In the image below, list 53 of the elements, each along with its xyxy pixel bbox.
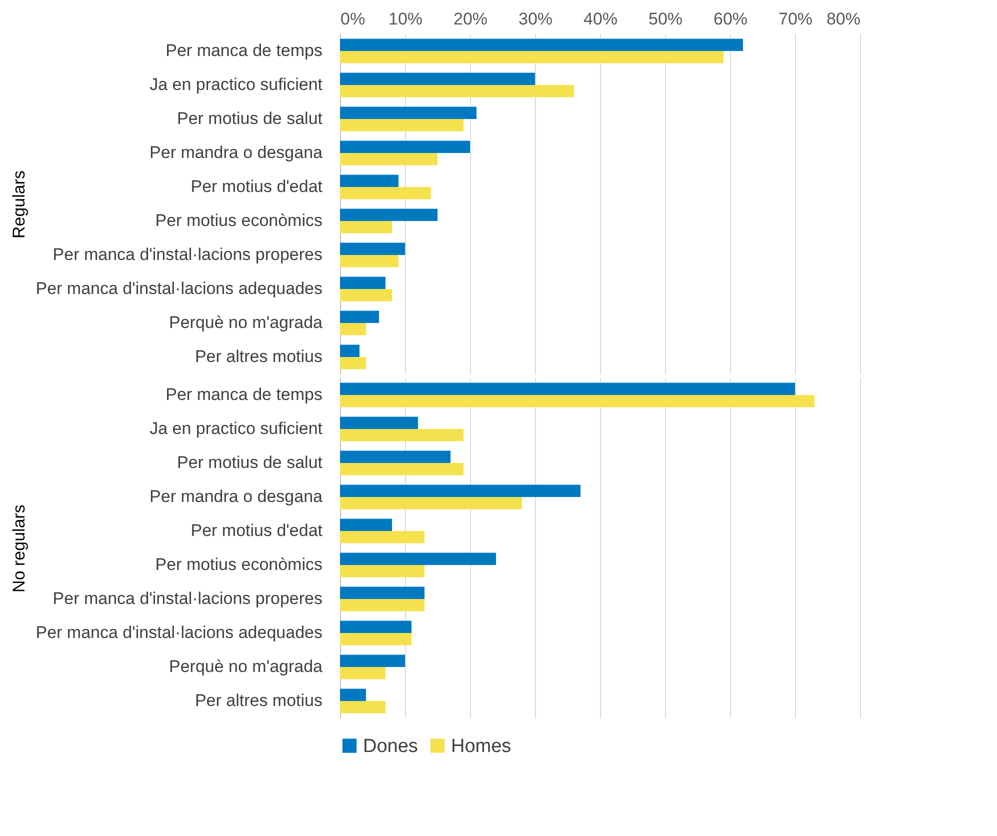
bar [340,395,814,408]
bar [340,531,424,544]
y-tick-label: Per motius econòmics [155,211,322,230]
y-tick-label: Per motius d'edat [190,521,323,540]
y-tick-label: Per mandra o desgana [150,487,324,506]
y-tick-label: Per mandra o desgana [150,143,324,162]
bar [340,497,522,510]
bar [340,586,424,599]
bar [340,688,366,701]
legend-label: Homes [451,736,512,757]
y-tick-label: Per altres motius [194,691,322,710]
y-tick-label: Per altres motius [194,347,322,366]
y-tick-label: Ja en practico suficient [150,419,323,438]
x-tick-label: 0% [340,10,366,28]
bar [340,429,464,442]
bar [340,463,464,476]
y-tick-label: Per manca d'instal·lacions adequades [36,279,322,298]
legend-label: Dones [363,736,418,757]
x-tick-label: 40% [583,10,618,28]
y-tick-label: Perquè no m'agrada [168,313,324,332]
bar [340,416,418,429]
x-tick-label: 10% [388,10,423,28]
bar [340,654,405,667]
bar [340,633,412,646]
y-tick-label: Perquè no m'agrada [168,657,324,676]
x-tick-label: 80% [826,10,860,28]
y-tick-label: Per motius de salut [176,109,323,128]
y-tick-label: Per motius econòmics [155,555,322,574]
y-tick-label: Per motius d'edat [190,177,323,196]
y-tick-label: Ja en practico suficient [150,75,323,94]
x-tick-label: 60% [713,10,748,28]
x-tick-label: 20% [453,10,488,28]
bar [340,382,795,395]
y-axis-title: Regulars [10,170,28,239]
bar [340,667,386,680]
bar [340,484,580,497]
y-tick-label: Per manca d'instal·lacions adequades [36,623,322,642]
x-tick-label: 30% [518,10,553,28]
y-tick-label: Per manca de temps [166,41,322,60]
bar [340,599,424,612]
bar [340,565,424,578]
bar [340,518,392,531]
x-tick-label: 70% [778,10,813,28]
y-tick-label: Per motius de salut [176,453,323,472]
bar [340,450,450,463]
y-axis-title: No regulars [10,504,28,592]
x-tick-label: 50% [648,10,683,28]
bar [340,701,386,714]
bar [340,620,412,633]
bar [340,552,496,565]
y-tick-label: Per manca d'instal·lacions properes [52,589,322,608]
y-tick-label: Per manca d'instal·lacions properes [52,245,322,264]
y-tick-label: Per manca de temps [166,385,322,404]
